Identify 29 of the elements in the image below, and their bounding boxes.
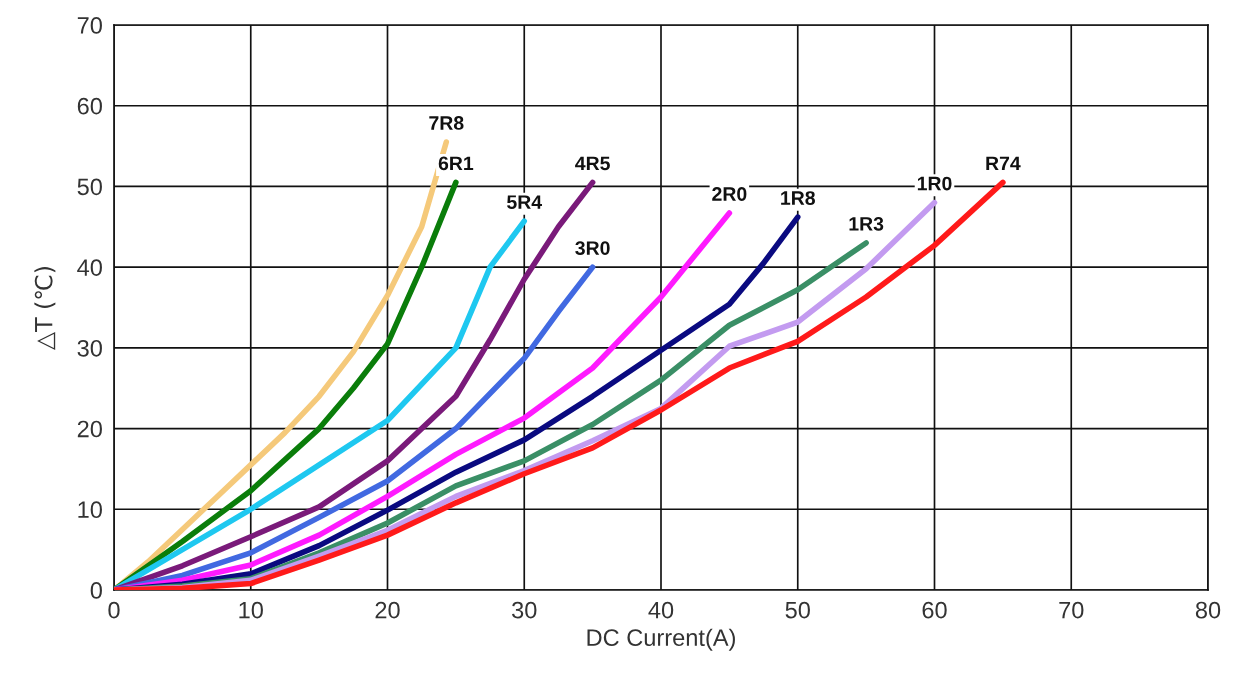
y-tick-label: 50 xyxy=(77,178,102,196)
y-tick-label: 20 xyxy=(77,420,102,438)
x-tick-label: 10 xyxy=(239,601,263,619)
x-tick-label: 50 xyxy=(785,601,810,619)
y-tick-label: 0 xyxy=(90,582,102,599)
series-label: 7R8 xyxy=(429,116,464,130)
x-tick-label: 20 xyxy=(375,601,400,619)
x-tick-label: 80 xyxy=(1195,601,1221,619)
series-label: 6R1 xyxy=(438,156,474,171)
x-tick-label: 40 xyxy=(648,601,674,619)
y-tick-label: 30 xyxy=(77,339,102,357)
series-label: 2R0 xyxy=(712,187,747,201)
x-axis-title: DC Current(A) xyxy=(587,628,735,651)
y-tick-label: 60 xyxy=(77,97,102,115)
series-label: 1R3 xyxy=(849,216,884,231)
x-tick-label: 30 xyxy=(512,601,537,619)
series-label: 1R8 xyxy=(781,191,815,205)
x-tick-label: 60 xyxy=(922,601,947,619)
series-label: 1R0 xyxy=(917,176,952,191)
y-axis-title: △T (℃) xyxy=(34,267,56,350)
x-tick-label: 0 xyxy=(108,601,120,619)
y-tick-label: 70 xyxy=(77,17,102,34)
y-tick-label: 10 xyxy=(78,501,102,519)
y-tick-label: 40 xyxy=(77,259,102,276)
x-tick-label: 70 xyxy=(1059,601,1084,619)
series-label: 4R5 xyxy=(575,156,610,171)
series-label: 3R0 xyxy=(575,241,610,255)
series-label: R74 xyxy=(986,156,1021,171)
series-label: 5R4 xyxy=(507,195,542,209)
